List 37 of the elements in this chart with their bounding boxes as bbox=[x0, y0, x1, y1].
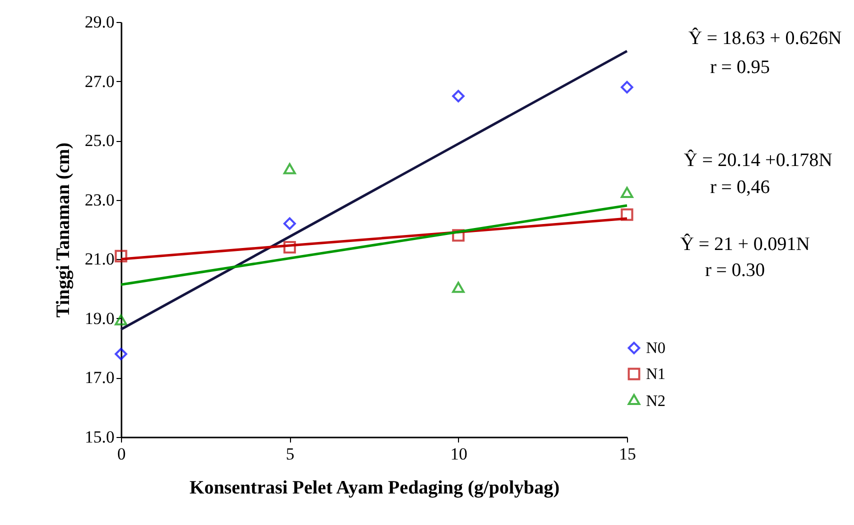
point bbox=[452, 229, 465, 242]
y-tick-label: 29.0 bbox=[84, 12, 114, 32]
x-axis-title: Konsentrasi Pelet Ayam Pedaging (g/polybag) bbox=[189, 478, 560, 498]
text: Ŷ = 21 + 0.091N bbox=[680, 233, 810, 255]
point bbox=[114, 314, 128, 326]
legend-label: N1 bbox=[646, 366, 666, 383]
legend-label: N2 bbox=[646, 393, 666, 410]
point bbox=[452, 282, 465, 293]
point bbox=[283, 241, 296, 254]
x-tick-label: 10 bbox=[450, 444, 468, 464]
x-tick-label: 15 bbox=[619, 444, 636, 464]
line-series bbox=[120, 50, 628, 331]
point bbox=[620, 208, 634, 221]
legend-label: N0 bbox=[646, 340, 666, 357]
x-tick-label: 5 bbox=[286, 444, 294, 464]
y-tick-label: 23.0 bbox=[84, 190, 114, 210]
x-tick-label: 0 bbox=[117, 444, 126, 464]
text: Ŷ = 20.14 +0.178N bbox=[684, 149, 833, 171]
text: r = 0.30 bbox=[705, 260, 765, 281]
line-series bbox=[120, 204, 628, 286]
y-tick-label: 27.0 bbox=[84, 72, 114, 91]
point bbox=[283, 217, 296, 230]
y-tick-label: 15.0 bbox=[84, 428, 114, 446]
text: Ŷ = 18.63 + 0.626N bbox=[688, 27, 842, 49]
point bbox=[283, 163, 296, 174]
text: r = 0,46 bbox=[710, 177, 770, 198]
point bbox=[620, 80, 634, 94]
point bbox=[114, 250, 128, 262]
point bbox=[114, 348, 128, 360]
point bbox=[620, 186, 634, 198]
y-tick-label: 21.0 bbox=[84, 250, 114, 269]
y-tick-label: 17.0 bbox=[84, 368, 114, 388]
y-axis-title: Tinggi Tanaman (cm) bbox=[52, 142, 74, 318]
point bbox=[452, 90, 465, 102]
y-tick-label: 25.0 bbox=[84, 131, 114, 150]
y-tick-label: 19.0 bbox=[84, 308, 114, 328]
text: r = 0.95 bbox=[710, 57, 770, 78]
